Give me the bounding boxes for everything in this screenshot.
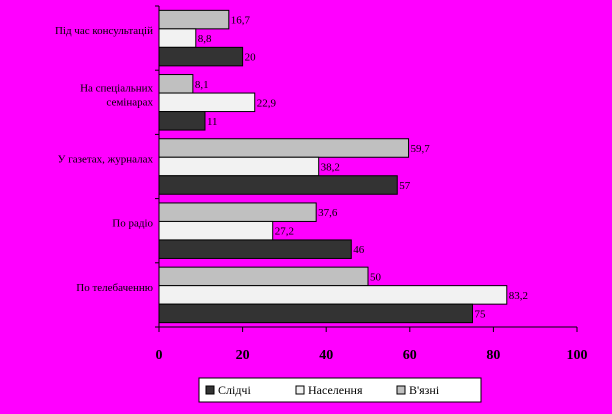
x-tick-label: 80 <box>486 348 500 363</box>
data-label: 59,7 <box>411 143 431 155</box>
bar <box>158 92 256 113</box>
data-label: 38,2 <box>321 162 340 174</box>
bar <box>158 138 410 158</box>
data-label: 8,8 <box>198 33 212 45</box>
category-label: По радіо <box>112 218 153 230</box>
bar <box>158 266 369 287</box>
data-label: 11 <box>207 116 218 128</box>
x-tick-label: 60 <box>403 348 417 363</box>
category-label: На спеціальних <box>80 82 153 94</box>
bar <box>158 111 206 131</box>
x-tick-label: 0 <box>156 348 163 363</box>
legend-label: Населення <box>308 383 363 397</box>
data-label: 37,6 <box>318 207 338 219</box>
legend-swatch <box>295 385 305 395</box>
legend-label: В'язні <box>409 383 440 397</box>
data-label: 83,2 <box>509 290 528 302</box>
category-label: семінарах <box>106 96 153 108</box>
legend-swatch <box>205 385 215 395</box>
legend-swatch <box>396 385 406 395</box>
category-label: У газетах, журналах <box>58 154 154 166</box>
bar <box>158 156 320 177</box>
data-label: 22,9 <box>257 97 277 109</box>
data-label: 46 <box>353 244 365 256</box>
data-label: 20 <box>245 52 257 64</box>
legend-box <box>198 377 482 403</box>
data-label: 27,2 <box>275 226 294 238</box>
bar <box>158 220 274 241</box>
bar <box>158 285 508 305</box>
category-label: Під час консультацій <box>55 25 153 37</box>
bar <box>158 74 194 94</box>
bar <box>158 303 473 324</box>
bar <box>158 202 317 222</box>
data-label: 75 <box>475 308 487 320</box>
bar <box>158 239 352 259</box>
legend-label: Слідчі <box>218 383 251 397</box>
x-tick-label: 20 <box>236 348 250 363</box>
data-label: 8,1 <box>195 79 209 91</box>
bar <box>158 28 197 48</box>
x-tick-label: 40 <box>319 348 333 363</box>
bar <box>158 46 244 67</box>
x-tick-label: 100 <box>567 348 588 363</box>
category-label: По телебаченню <box>76 282 153 294</box>
bar <box>158 9 230 30</box>
bar <box>158 175 398 195</box>
data-label: 57 <box>399 180 411 192</box>
data-label: 50 <box>370 271 382 283</box>
data-label: 16,7 <box>231 15 251 27</box>
